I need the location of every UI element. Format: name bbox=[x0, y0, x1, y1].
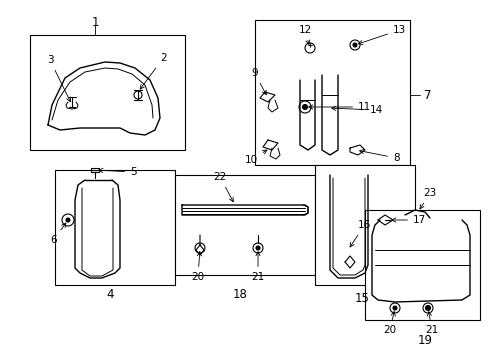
Text: 14: 14 bbox=[331, 105, 383, 115]
Text: 19: 19 bbox=[417, 333, 431, 346]
Text: 7: 7 bbox=[424, 89, 431, 102]
Circle shape bbox=[302, 104, 307, 109]
Circle shape bbox=[256, 246, 260, 250]
Text: 1: 1 bbox=[91, 15, 99, 28]
Text: 17: 17 bbox=[391, 215, 426, 225]
Text: 8: 8 bbox=[359, 149, 399, 163]
Bar bbox=[364, 210, 479, 320]
Text: 18: 18 bbox=[232, 288, 247, 302]
Bar bbox=[254, 20, 409, 165]
Circle shape bbox=[425, 306, 429, 310]
Text: 21: 21 bbox=[251, 252, 264, 282]
Text: 21: 21 bbox=[425, 312, 438, 335]
Text: 13: 13 bbox=[358, 25, 406, 45]
Circle shape bbox=[352, 43, 356, 47]
Bar bbox=[314, 165, 414, 285]
Text: 9: 9 bbox=[251, 68, 265, 95]
Text: 15: 15 bbox=[354, 292, 368, 305]
Text: 12: 12 bbox=[298, 25, 311, 44]
Text: 11: 11 bbox=[308, 102, 370, 112]
Text: 20: 20 bbox=[191, 252, 204, 282]
Text: 2: 2 bbox=[140, 53, 166, 89]
Text: 22: 22 bbox=[213, 172, 233, 202]
Text: 5: 5 bbox=[99, 167, 136, 177]
Bar bbox=[55, 170, 175, 285]
Circle shape bbox=[392, 306, 396, 310]
Text: 23: 23 bbox=[419, 188, 436, 209]
Text: 10: 10 bbox=[244, 150, 266, 165]
Bar bbox=[30, 35, 184, 150]
Text: 3: 3 bbox=[46, 55, 70, 102]
Circle shape bbox=[66, 218, 70, 222]
Text: 4: 4 bbox=[106, 288, 114, 302]
Text: 6: 6 bbox=[50, 223, 66, 245]
Text: 20: 20 bbox=[383, 312, 396, 335]
Text: 16: 16 bbox=[349, 220, 370, 247]
Bar bbox=[175, 175, 314, 275]
